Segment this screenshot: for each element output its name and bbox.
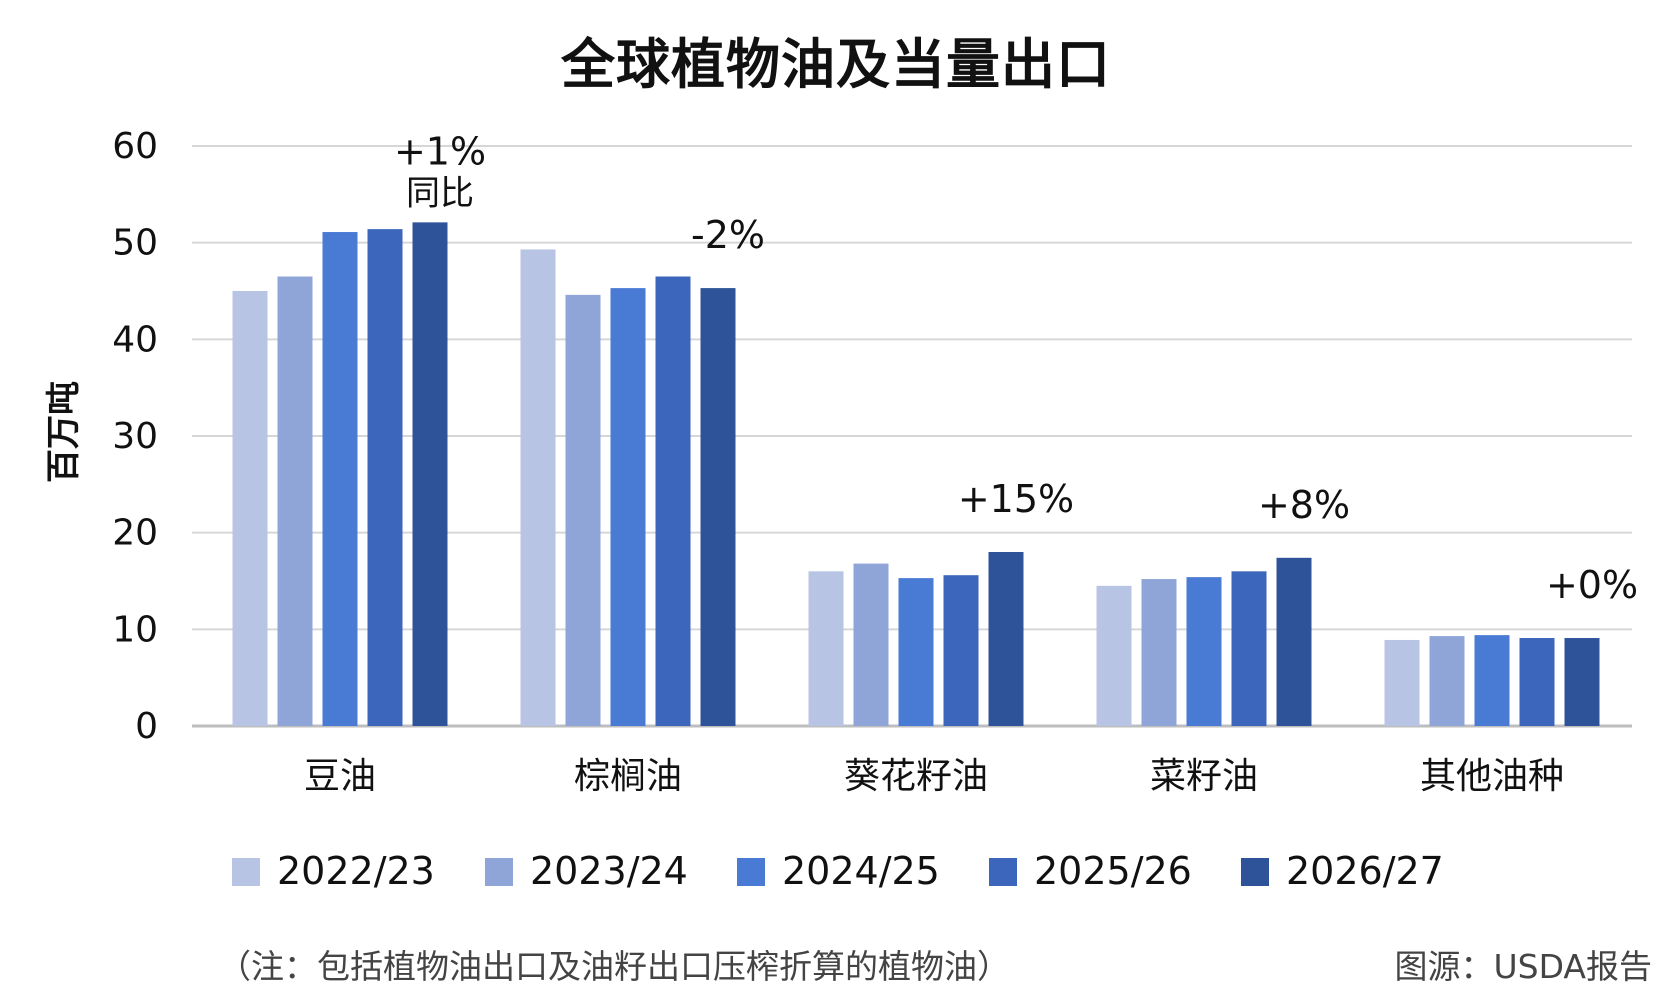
bar bbox=[700, 288, 736, 726]
x-tick-label: 葵花籽油 bbox=[844, 756, 988, 797]
bar bbox=[1231, 571, 1267, 726]
bar bbox=[367, 229, 403, 726]
annotation-sublabel: 同比 bbox=[406, 173, 474, 213]
y-tick-label: 20 bbox=[112, 513, 158, 554]
bar bbox=[988, 552, 1024, 726]
y-axis-ticks: 0 10 20 30 40 50 60 bbox=[112, 126, 158, 747]
legend-label: 2022/23 bbox=[277, 849, 435, 893]
legend-label: 2025/26 bbox=[1034, 849, 1192, 893]
x-tick-label: 豆油 bbox=[304, 756, 376, 797]
bar bbox=[1519, 638, 1555, 726]
y-tick-label: 40 bbox=[112, 319, 158, 360]
bars bbox=[232, 222, 1600, 727]
bar bbox=[1186, 577, 1222, 726]
legend-swatch bbox=[989, 858, 1017, 886]
annotation-label: +1% bbox=[394, 129, 486, 173]
bar bbox=[655, 276, 691, 726]
bar bbox=[1564, 638, 1600, 726]
bar bbox=[898, 578, 934, 726]
chart-title: 全球植物油及当量出口 bbox=[561, 33, 1111, 96]
legend-label: 2026/27 bbox=[1286, 849, 1444, 893]
bar bbox=[232, 291, 268, 726]
bar bbox=[853, 563, 889, 726]
bar bbox=[1141, 579, 1177, 726]
legend: 2022/23 2023/24 2024/25 2025/26 2026/27 bbox=[232, 849, 1444, 893]
legend-swatch bbox=[485, 858, 513, 886]
bar bbox=[565, 294, 601, 726]
x-tick-label: 棕榈油 bbox=[574, 756, 682, 797]
y-tick-label: 0 bbox=[135, 706, 158, 747]
legend-label: 2024/25 bbox=[782, 849, 940, 893]
y-tick-label: 30 bbox=[112, 416, 158, 457]
legend-label: 2023/24 bbox=[530, 849, 688, 893]
bar bbox=[943, 575, 979, 726]
annotations: +1%同比 -2% +15% +8% +0% bbox=[394, 129, 1638, 607]
bar bbox=[520, 249, 556, 726]
annotation-label: -2% bbox=[691, 213, 765, 257]
annotation-label: +15% bbox=[958, 477, 1074, 521]
annotation-label: +0% bbox=[1546, 563, 1638, 607]
bar bbox=[1096, 585, 1132, 726]
bar bbox=[610, 288, 646, 726]
bar bbox=[1276, 557, 1312, 726]
bar bbox=[1429, 636, 1465, 726]
legend-swatch bbox=[232, 858, 260, 886]
bar bbox=[412, 222, 448, 726]
y-tick-label: 60 bbox=[112, 126, 158, 167]
legend-swatch bbox=[1241, 858, 1269, 886]
annotation-label: +8% bbox=[1258, 483, 1350, 527]
bar bbox=[277, 276, 313, 726]
x-tick-label: 其他油种 bbox=[1420, 756, 1564, 797]
x-tick-label: 菜籽油 bbox=[1150, 756, 1258, 797]
x-axis-ticks: 豆油 棕榈油 葵花籽油 菜籽油 其他油种 bbox=[304, 756, 1564, 797]
bar bbox=[808, 571, 844, 726]
y-tick-label: 10 bbox=[112, 609, 158, 650]
source-credit: 图源：USDA报告 bbox=[1394, 947, 1652, 986]
bar bbox=[1474, 635, 1510, 726]
y-axis-label: 百万吨 bbox=[44, 381, 84, 483]
bar bbox=[1384, 639, 1420, 726]
y-tick-label: 50 bbox=[112, 223, 158, 264]
footnote: （注：包括植物油出口及油籽出口压榨折算的植物油） bbox=[218, 947, 1010, 986]
bar bbox=[322, 232, 358, 727]
legend-swatch bbox=[737, 858, 765, 886]
